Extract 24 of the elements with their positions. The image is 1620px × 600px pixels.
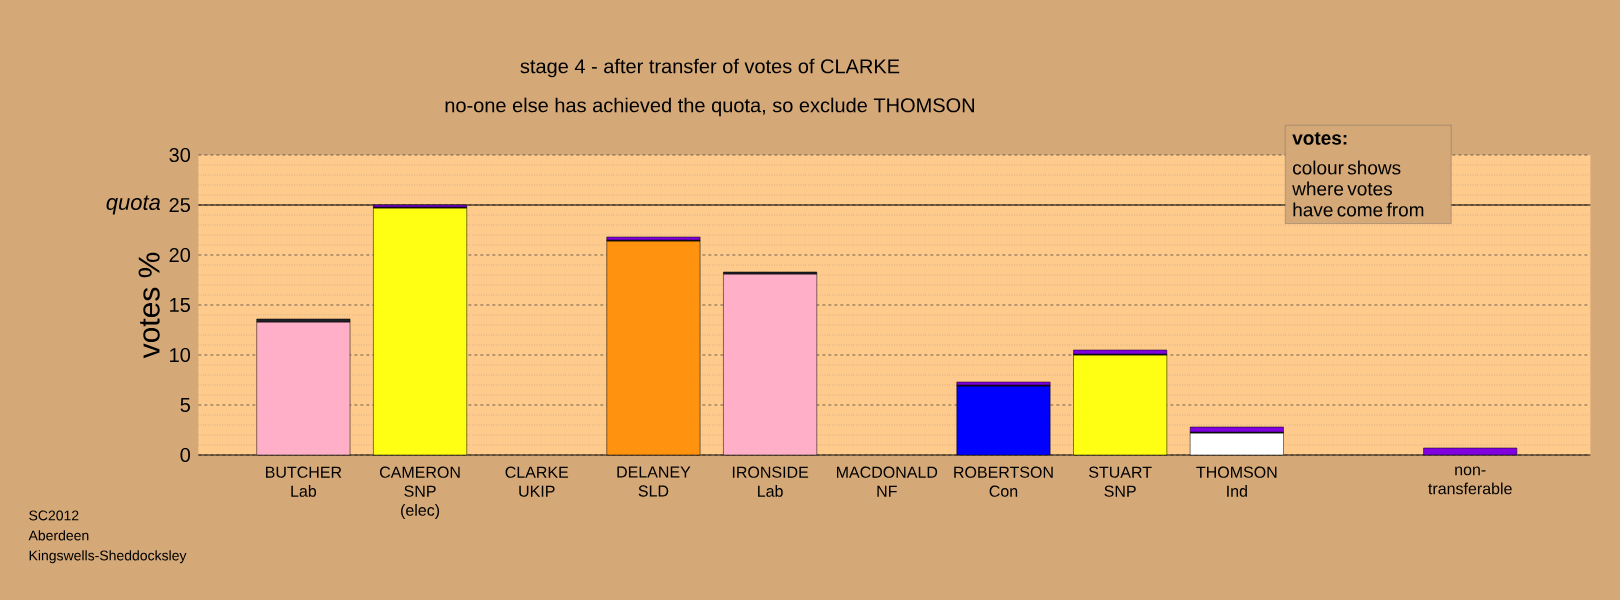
y-tick-label: 5 xyxy=(180,398,190,412)
y-tick-label: 10 xyxy=(170,347,191,363)
x-tick-label: THOMSON Ind xyxy=(1196,466,1277,497)
ref-line-label: quota xyxy=(106,195,161,215)
y-tick-label: 20 xyxy=(169,247,191,263)
y-tick-label: 0 xyxy=(180,447,191,463)
y-tick-label: 15 xyxy=(170,298,190,312)
x-tick-label: DELANEY SLD xyxy=(617,466,691,497)
x-tick-label: non- transferable xyxy=(1428,466,1512,495)
x-tick-label: CLARKE UKIP xyxy=(505,466,569,497)
annotation: colour shows where votes have come from xyxy=(1292,160,1424,217)
text: votes: xyxy=(1292,132,1347,145)
x-tick-label: STUART SNP xyxy=(1089,466,1152,497)
chart-title: stage 4 - after transfer of votes of CLARKE xyxy=(520,58,900,78)
text: SC2012 Aberdeen Kingswells-Sheddocksley xyxy=(28,510,187,564)
x-tick-label: CAMERON SNP (elec) xyxy=(379,466,460,520)
y-axis-title: votes % xyxy=(138,252,160,359)
chart-subtitle: no-one else has achieved the quota, so exclude THOMSON xyxy=(445,97,974,117)
x-tick-label: BUTCHER Lab xyxy=(266,466,342,497)
y-tick-label: 30 xyxy=(169,147,191,163)
x-tick-label: ROBERTSON Con xyxy=(954,466,1053,497)
x-tick-label: IRONSIDE Lab xyxy=(732,466,809,497)
x-tick-label: MACDONALD NF xyxy=(837,466,938,497)
y-tick-label: 25 xyxy=(169,197,190,213)
